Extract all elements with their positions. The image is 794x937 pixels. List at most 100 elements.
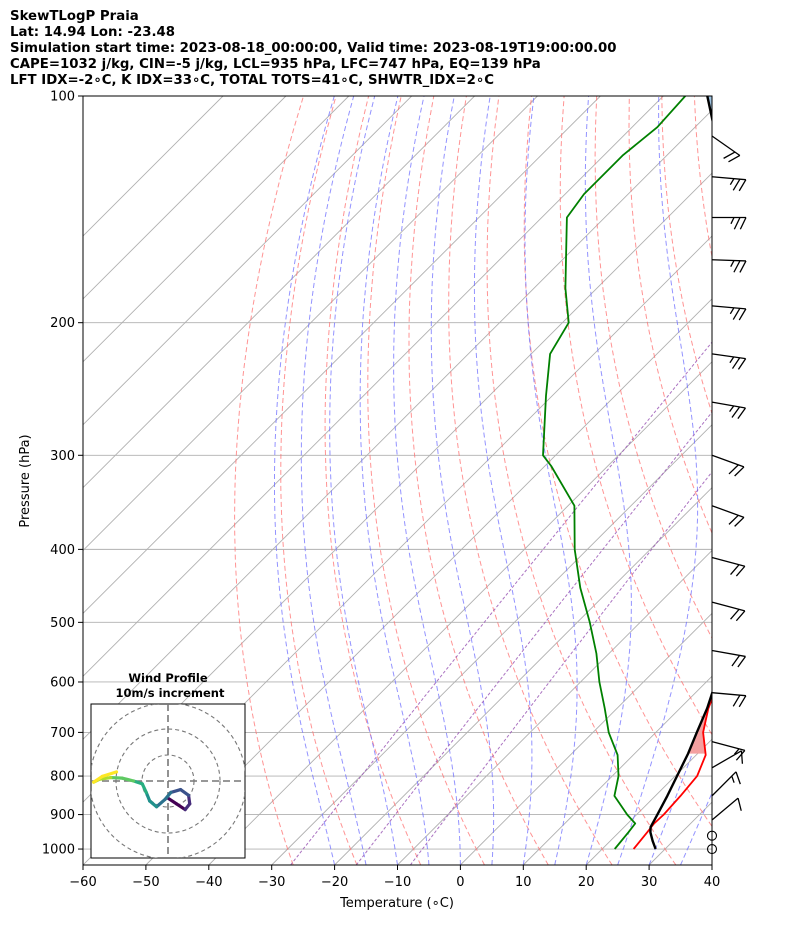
wind-barb bbox=[711, 353, 747, 370]
isotherm-line bbox=[83, 96, 601, 615]
wind-barb bbox=[711, 135, 741, 163]
wind-barb bbox=[711, 259, 747, 273]
isotherm-line bbox=[334, 486, 712, 865]
hodograph-trace bbox=[166, 796, 179, 806]
temperature-line bbox=[632, 696, 712, 850]
x-tick-label: 0 bbox=[456, 875, 464, 890]
x-tick-label: −40 bbox=[195, 875, 222, 890]
parcel-line bbox=[649, 96, 712, 850]
moist-adiabat bbox=[393, 96, 461, 865]
isotherm-line bbox=[648, 801, 712, 865]
y-tick-label: 900 bbox=[50, 808, 75, 823]
wind-barb bbox=[711, 750, 744, 769]
hodograph-title: Wind Profile bbox=[128, 671, 208, 685]
moist-adiabat bbox=[329, 96, 398, 865]
y-tick-label: 400 bbox=[50, 543, 75, 558]
moist-adiabat bbox=[617, 96, 699, 865]
moist-adiabat bbox=[584, 96, 632, 865]
y-tick-label: 600 bbox=[50, 675, 75, 690]
isotherm-line bbox=[83, 96, 224, 237]
hodograph-trace bbox=[174, 802, 187, 812]
moist-adiabat bbox=[648, 697, 712, 865]
chart-title: SkewTLogP Praia bbox=[10, 9, 139, 24]
hodograph-trace bbox=[169, 787, 183, 795]
x-tick-label: −10 bbox=[384, 875, 411, 890]
moist-adiabat bbox=[274, 96, 336, 865]
hodograph-trace bbox=[178, 787, 191, 797]
x-tick-label: −50 bbox=[132, 875, 159, 890]
hodograph-trace bbox=[120, 776, 136, 783]
wind-barb bbox=[711, 176, 747, 192]
wind-barb bbox=[711, 771, 741, 797]
dewpoint-line bbox=[542, 96, 686, 850]
isotherm-line bbox=[83, 96, 413, 426]
hodograph-trace bbox=[92, 774, 104, 784]
mixing-ratio-line bbox=[409, 471, 712, 865]
wind-barb bbox=[711, 740, 746, 761]
x-tick-label: −60 bbox=[69, 875, 96, 890]
moist-adiabat bbox=[680, 791, 712, 865]
x-tick-label: 20 bbox=[578, 875, 595, 890]
wind-barb bbox=[711, 649, 747, 668]
hodograph-trace bbox=[100, 770, 119, 779]
isotherm-line bbox=[83, 96, 350, 363]
wind-barb bbox=[712, 216, 747, 230]
hodograph-inset: Wind Profile 10m/s increment bbox=[90, 671, 246, 859]
dry-adiabat bbox=[523, 96, 712, 828]
wind-barb bbox=[706, 843, 718, 855]
stability-line: CAPE=1032 j/kg, CIN=-5 j/kg, LCL=935 hPa… bbox=[10, 57, 541, 72]
dry-adiabat bbox=[367, 96, 485, 865]
wind-barb bbox=[711, 454, 745, 477]
wind-barb bbox=[711, 601, 746, 622]
x-tick-label: 40 bbox=[704, 875, 721, 890]
isotherm-line bbox=[145, 298, 712, 865]
location-line: Lat: 14.94 Lon: -23.48 bbox=[10, 25, 176, 40]
hodograph-trace bbox=[109, 775, 124, 780]
x-tick-label: 30 bbox=[641, 875, 658, 890]
mixing-ratio-line bbox=[355, 411, 712, 865]
cape-area bbox=[688, 693, 712, 754]
dry-adiabat bbox=[448, 96, 613, 865]
isotherm-line bbox=[397, 549, 712, 865]
isotherm-line bbox=[83, 109, 712, 740]
isotherm-line bbox=[83, 96, 664, 677]
y-tick-label: 100 bbox=[50, 90, 75, 105]
wind-barbs bbox=[706, 135, 747, 855]
isotherm-line bbox=[83, 96, 287, 300]
dry-adiabat bbox=[661, 96, 712, 415]
wind-barb bbox=[711, 556, 746, 577]
cape-cin-fill bbox=[688, 96, 712, 754]
background-lines bbox=[83, 96, 712, 865]
axes: −60 −50 −40 −30 −20 −10 0 10 20 30 40 100 200 300 400 5… bbox=[42, 90, 720, 891]
wind-barb bbox=[711, 692, 747, 708]
x-tick-label: −30 bbox=[258, 875, 285, 890]
hodograph-trace bbox=[154, 797, 167, 809]
y-tick-label: 700 bbox=[50, 726, 75, 741]
moist-adiabat bbox=[430, 96, 495, 865]
isotherm-line bbox=[711, 864, 712, 865]
moist-adiabat bbox=[300, 96, 367, 865]
isotherm-line bbox=[83, 96, 538, 552]
dry-adiabat bbox=[408, 96, 549, 865]
isotherm-line bbox=[522, 675, 712, 865]
wind-barb bbox=[711, 505, 745, 527]
isotherm-line bbox=[460, 612, 712, 865]
y-tick-label: 1000 bbox=[42, 843, 75, 858]
dry-adiabat bbox=[594, 96, 712, 640]
wind-barb bbox=[711, 305, 747, 321]
y-tick-label: 300 bbox=[50, 449, 75, 464]
wind-barb bbox=[706, 830, 718, 841]
hodograph-subtitle: 10m/s increment bbox=[116, 686, 225, 700]
hodograph-trace bbox=[97, 775, 113, 781]
y-tick-label: 200 bbox=[50, 316, 75, 331]
x-tick-label: −20 bbox=[321, 875, 348, 890]
dry-adiabat bbox=[280, 96, 358, 865]
dry-adiabat bbox=[486, 96, 677, 865]
wind-barb bbox=[711, 401, 747, 419]
moist-adiabat bbox=[524, 96, 578, 865]
indices-line: LFT IDX=-2∘C, K IDX=33∘C, TOTAL TOTS=41∘… bbox=[10, 73, 495, 88]
upper-negative-area bbox=[707, 96, 712, 119]
dry-adiabat bbox=[324, 96, 422, 865]
y-axis-label: Pressure (hPa) bbox=[18, 434, 33, 527]
